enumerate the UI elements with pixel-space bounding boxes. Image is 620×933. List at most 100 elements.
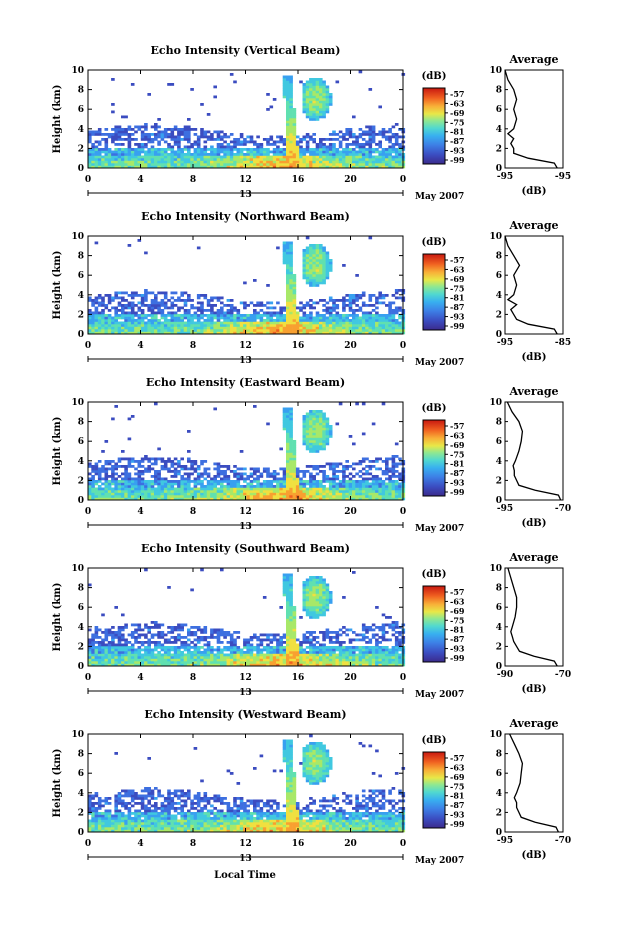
y-axis-label: Height (km) [52,583,63,652]
avg-y-tick-label: 2 [496,642,502,652]
average-title: Average [508,53,558,66]
avg-y-tick-label: 4 [496,291,502,301]
month-label: May 2007 [415,856,464,866]
average-profile-line [510,734,559,832]
x-tick-label: 0 [400,507,406,517]
y-tick-label: 4 [78,457,84,467]
x-tick-label: 4 [137,175,143,185]
colorbar-tick-label: -99 [450,819,465,829]
avg-y-tick-label: 4 [496,789,502,799]
colorbar-unit: (dB) [422,569,447,580]
colorbar [423,752,445,828]
average-profile-line [505,70,557,168]
x-tick-label: 12 [239,175,252,185]
y-tick-label: 0 [78,662,84,672]
avg-y-tick-label: 6 [496,437,502,447]
avg-x-label: (dB) [522,684,547,695]
y-axis-label: Height (km) [52,85,63,154]
avg-x-tick-label: -90 [497,670,513,680]
colorbar-tick-label: -99 [450,487,465,497]
panel-title: Echo Intensity (Vertical Beam) [150,44,340,57]
y-tick-label: 0 [78,164,84,174]
y-tick-label: 10 [71,730,84,740]
colorbar-unit: (dB) [422,71,447,82]
avg-x-tick-label: -95 [497,338,513,348]
y-axis-label: Height (km) [52,749,63,818]
x-axis-title: Local Time [214,870,276,881]
panel-title: Echo Intensity (Westward Beam) [144,708,346,721]
echo-field [88,569,405,667]
y-tick-label: 2 [78,144,84,154]
date-mark: 13 [239,688,252,698]
y-tick-label: 4 [78,125,84,135]
avg-y-tick-label: 10 [489,66,502,76]
x-tick-label: 8 [190,175,196,185]
y-tick-label: 10 [71,232,84,242]
avg-y-tick-label: 8 [496,252,502,262]
x-tick-label: 12 [239,839,252,849]
x-tick-label: 8 [190,507,196,517]
x-tick-label: 8 [190,341,196,351]
x-tick-label: 4 [137,507,143,517]
avg-y-tick-label: 10 [489,564,502,574]
echo-field [88,735,405,833]
colorbar [423,420,445,496]
average-frame [505,236,563,334]
avg-x-tick-label: -95 [497,836,513,846]
x-tick-label: 0 [85,341,91,351]
y-tick-label: 4 [78,623,84,633]
month-label: May 2007 [415,690,464,700]
y-tick-label: 10 [71,66,84,76]
x-tick-label: 16 [292,673,305,683]
panel-title: Echo Intensity (Northward Beam) [141,210,350,223]
panel-1: Echo Intensity (Vertical Beam)0246810Hei… [52,44,571,202]
avg-x-tick-label: -70 [555,670,571,680]
avg-x-label: (dB) [522,186,547,197]
date-mark: 13 [239,190,252,200]
avg-y-tick-label: 10 [489,730,502,740]
x-tick-label: 12 [239,673,252,683]
average-title: Average [508,551,558,564]
colorbar-unit: (dB) [422,237,447,248]
y-tick-label: 4 [78,291,84,301]
avg-y-tick-label: 8 [496,86,502,96]
x-tick-label: 12 [239,341,252,351]
y-tick-label: 6 [78,271,84,281]
average-profile-line [508,568,557,666]
y-tick-label: 6 [78,769,84,779]
month-label: May 2007 [415,524,464,534]
x-tick-label: 0 [85,839,91,849]
y-tick-label: 2 [78,642,84,652]
avg-y-tick-label: 2 [496,808,502,818]
y-tick-label: 8 [78,86,84,96]
x-tick-label: 16 [292,341,305,351]
y-tick-label: 8 [78,418,84,428]
average-title: Average [508,219,558,232]
panel-2: Echo Intensity (Northward Beam) 0 2 4 6 8 10 He… [52,210,571,368]
x-tick-label: 16 [292,175,305,185]
average-profile-line [507,402,560,500]
avg-y-tick-label: 2 [496,310,502,320]
echo-field [88,237,405,335]
y-axis-label: Height (km) [52,251,63,320]
colorbar [423,254,445,330]
avg-y-tick-label: 8 [496,584,502,594]
avg-y-tick-label: 6 [496,603,502,613]
avg-x-tick-label: -70 [555,836,571,846]
y-tick-label: 2 [78,310,84,320]
y-tick-label: 8 [78,750,84,760]
panel-5: Echo Intensity (Westward Beam) 0 2 4 6 8 10 Hei… [52,708,571,866]
y-tick-label: 8 [78,584,84,594]
avg-x-tick-label: -70 [555,504,571,514]
x-tick-label: 12 [239,507,252,517]
x-tick-label: 0 [85,507,91,517]
month-label: May 2007 [415,358,464,368]
x-tick-label: 0 [85,673,91,683]
x-tick-label: 20 [344,839,357,849]
y-tick-label: 6 [78,603,84,613]
month-label: May 2007 [415,192,464,202]
x-tick-label: 20 [344,673,357,683]
y-tick-label: 10 [71,398,84,408]
colorbar [423,88,445,164]
